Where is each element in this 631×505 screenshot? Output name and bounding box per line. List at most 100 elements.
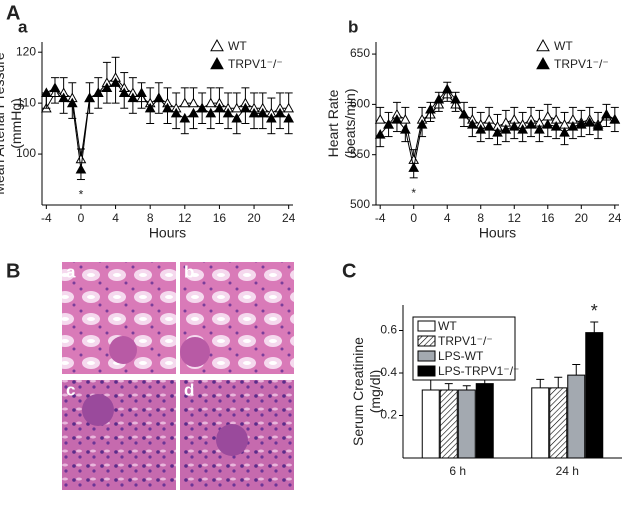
- data-point: [84, 92, 95, 103]
- data-point: [283, 112, 295, 123]
- bar: [585, 332, 604, 459]
- data-point: [58, 92, 69, 103]
- x-tick-label: -4: [375, 211, 386, 225]
- y-axis-title-line: Serum Creatinine: [350, 337, 366, 446]
- data-point: [136, 87, 147, 98]
- histology-image: [62, 380, 176, 490]
- data-point: [118, 87, 130, 98]
- data-point: [483, 120, 495, 131]
- legend-marker: [536, 38, 550, 52]
- data-point: [416, 118, 428, 129]
- x-tick-label: 4: [444, 211, 451, 225]
- x-tick-label: 12: [178, 211, 192, 225]
- data-point: [205, 97, 217, 108]
- x-axis-title: Hours: [149, 225, 186, 241]
- data-point: [75, 163, 87, 174]
- data-point: [374, 113, 386, 124]
- panel-label: b: [348, 17, 358, 36]
- data-point: [231, 112, 243, 123]
- legend-label: WT: [228, 39, 247, 53]
- y-tick-label: 0.6: [380, 323, 397, 337]
- y-tick-label: 550: [350, 147, 370, 161]
- legend-marker: [536, 56, 550, 70]
- data-point: [508, 120, 520, 131]
- data-point: [425, 103, 436, 114]
- data-point: [399, 113, 411, 124]
- data-point: [534, 124, 545, 134]
- data-point: [592, 120, 604, 131]
- x-tick-label: 0: [78, 211, 85, 225]
- data-point: [450, 93, 461, 104]
- data-point: [575, 118, 587, 129]
- y-axis-title-line: (mmHg): [8, 98, 24, 149]
- bar: [475, 383, 494, 459]
- y-tick-label: 110: [17, 95, 36, 109]
- x-tick-label: -4: [41, 211, 52, 225]
- legend-label: WT: [554, 39, 573, 53]
- legend-label: WT: [438, 319, 457, 333]
- data-point: [492, 127, 503, 137]
- x-tick-label: 8: [477, 211, 484, 225]
- data-point: [188, 97, 199, 108]
- bar: [549, 387, 568, 459]
- data-point: [601, 108, 612, 119]
- x-tick-label: 16: [541, 211, 555, 225]
- figure-label: C: [342, 260, 356, 282]
- y-tick-label: 0.2: [380, 408, 397, 422]
- y-tick-label: 120: [16, 44, 36, 58]
- glomerulus: [109, 336, 137, 364]
- x-tick-label: 24: [282, 211, 296, 225]
- data-point: [101, 82, 113, 92]
- data-point: [458, 108, 470, 119]
- data-point: [399, 124, 411, 134]
- data-point: [567, 120, 579, 131]
- x-tick-label: 24: [608, 211, 622, 225]
- data-point: [441, 83, 453, 94]
- y-axis-title: Heart Rate(beats/min): [325, 88, 358, 158]
- data-point: [231, 102, 243, 113]
- data-point: [75, 153, 87, 164]
- data-point: [127, 92, 139, 103]
- data-point: [179, 97, 191, 108]
- data-point: [92, 87, 104, 98]
- bar: [439, 389, 458, 459]
- histology-label: d: [184, 380, 194, 399]
- histology-label: b: [184, 262, 194, 281]
- data-point: [153, 92, 165, 103]
- legend-marker: [210, 56, 224, 70]
- data-point: [214, 102, 225, 113]
- data-point: [408, 162, 420, 172]
- legend-label: TRPV1⁻/⁻: [438, 334, 493, 348]
- glomerulus: [180, 337, 210, 367]
- significance-marker: *: [79, 188, 84, 202]
- x-tick-label: 8: [147, 211, 154, 225]
- x-axis-title: Hours: [479, 225, 516, 241]
- data-point: [248, 107, 260, 118]
- legend-label: LPS-WT: [438, 349, 484, 363]
- data-point: [433, 93, 445, 104]
- histology-label: c: [66, 380, 75, 399]
- x-tick-label: 12: [508, 211, 522, 225]
- y-axis-title: Mean Arterial Pressure(mmHg): [0, 52, 24, 195]
- bar: [567, 374, 586, 459]
- data-point: [475, 124, 487, 134]
- data-point: [196, 102, 208, 113]
- x-tick-label: 24 h: [556, 464, 579, 478]
- panel-label: a: [18, 17, 28, 36]
- data-point: [179, 112, 191, 123]
- bar: [421, 389, 440, 459]
- bar: [531, 387, 550, 459]
- data-point: [162, 102, 173, 113]
- y-tick-label: 650: [350, 46, 370, 60]
- y-tick-label: 0.4: [380, 365, 397, 379]
- data-point: [559, 127, 570, 137]
- data-point: [274, 107, 286, 118]
- data-point: [257, 107, 269, 118]
- x-tick-label: 16: [213, 211, 227, 225]
- data-point: [66, 97, 78, 108]
- data-point: [222, 107, 234, 118]
- data-point: [374, 129, 386, 139]
- data-point: [408, 154, 420, 164]
- x-tick-label: 6 h: [449, 464, 466, 478]
